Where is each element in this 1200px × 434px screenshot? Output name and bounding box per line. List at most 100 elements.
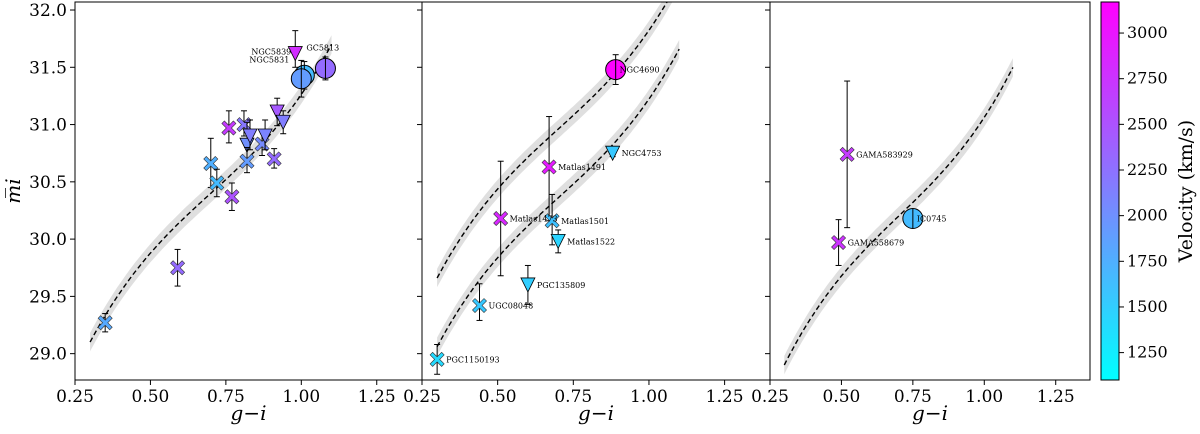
- data-point: [902, 207, 924, 229]
- panel-background: [422, 2, 770, 380]
- point-label: GAMA583929: [856, 150, 913, 159]
- colorbar-tick-label: 1500: [1127, 297, 1168, 316]
- y-tick-label: 29.5: [29, 287, 67, 307]
- panel-frame: [769, 1, 1091, 381]
- marker-x: [267, 152, 281, 166]
- data-point: [275, 110, 291, 135]
- x-tick-label: 0.50: [822, 387, 860, 407]
- data-point: [239, 146, 255, 174]
- marker-triangle: [242, 128, 258, 144]
- y-tick-label: 30.5: [29, 173, 67, 193]
- y-tick-label: 30.0: [29, 230, 67, 250]
- point-label: Matlas1522: [567, 237, 615, 246]
- model-curve: [783, 67, 1014, 366]
- model-curve: [436, 2, 668, 279]
- y-tick-label: 31.5: [29, 58, 67, 78]
- data-point: [605, 54, 627, 85]
- x-tick-label: 0.75: [894, 387, 932, 407]
- marker-x: [225, 190, 239, 204]
- colorbar-tick-label: 1250: [1127, 343, 1168, 362]
- data-point: [266, 148, 282, 169]
- marker-x: [545, 214, 559, 228]
- colorbar-tick-label: 2500: [1127, 114, 1168, 133]
- data-point: [831, 219, 847, 266]
- panel-3: GAMA558679 GAMA583929 IC0745 0.25 0.50 0.75 1.…: [751, 1, 1091, 425]
- panel-1: NGC5839 GC5813 NGC5831 0.25 0.50 0.75 1.00 1.25…: [29, 1, 423, 425]
- data-point: [290, 59, 312, 98]
- marker-x: [170, 261, 185, 275]
- marker-x: [840, 147, 854, 161]
- point-label: NGC5831: [249, 56, 289, 65]
- x-tick-label: 0.50: [132, 387, 170, 407]
- marker-x: [472, 298, 487, 313]
- data-point: [257, 119, 273, 151]
- data-point: [224, 182, 240, 211]
- marker-x: [98, 316, 112, 330]
- point-label: GC5813: [306, 43, 339, 52]
- data-point: [550, 229, 566, 254]
- point-label: Matlas1501: [561, 217, 609, 226]
- x-tick-label: 0.75: [207, 387, 245, 407]
- data-point: [541, 116, 557, 222]
- colorbar-tick-label: 3000: [1127, 23, 1168, 42]
- y-tick-label: 29.0: [29, 345, 67, 365]
- point-label: NGC5839: [251, 48, 291, 57]
- marker-x: [210, 176, 224, 190]
- x-tick-label: 1.00: [965, 387, 1003, 407]
- x-tick-label: 0.25: [403, 387, 441, 407]
- data-point: [97, 313, 113, 333]
- data-point: [314, 56, 336, 81]
- point-label: IC0745: [917, 214, 947, 223]
- data-point: [520, 264, 536, 305]
- data-point: [209, 168, 225, 198]
- data-point: [221, 110, 237, 144]
- data-point: [472, 283, 487, 321]
- point-label: GAMA558679: [848, 239, 905, 248]
- y-tick-label: 32.0: [29, 1, 67, 21]
- marker-triangle: [287, 46, 303, 62]
- marker-x: [494, 211, 508, 226]
- colorbar-title: Velocity (km/s): [1175, 120, 1197, 263]
- x-tick-label: 0.50: [479, 387, 517, 407]
- marker-triangle: [275, 114, 291, 131]
- data-point: [269, 97, 285, 127]
- plot-area: PGC1150193 UGC08048 Matlas1473 PGC135809 Mat…: [429, 2, 680, 375]
- x-tick-label: 1.00: [630, 387, 668, 407]
- colorbar-gradient: [1100, 1, 1120, 381]
- x-tick-label: 1.25: [1037, 387, 1075, 407]
- marker-triangle: [604, 145, 621, 162]
- marker-x: [430, 352, 444, 367]
- marker-triangle: [520, 277, 536, 293]
- colorbar: 1250 1500 1750 2000 2250 2500 2750 3000 Velocit…: [1100, 1, 1197, 381]
- marker-triangle: [269, 104, 285, 120]
- plot-area: GAMA558679 GAMA583929 IC0745: [783, 58, 1014, 375]
- colorbar-tick-label: 1750: [1127, 251, 1168, 270]
- data-point: [242, 119, 258, 151]
- y-tick-label: 31.0: [29, 116, 67, 136]
- point-label: PGC1150193: [446, 355, 500, 364]
- data-point: [429, 343, 445, 375]
- point-label: NGC4690: [620, 66, 660, 75]
- marker-triangle: [257, 128, 273, 144]
- marker-x: [222, 121, 236, 135]
- x-tick-label: 1.25: [706, 387, 744, 407]
- panel-background: [75, 2, 422, 380]
- point-label: PGC135809: [537, 281, 585, 290]
- marker-triangle: [550, 234, 566, 250]
- panel-2: PGC1150193 UGC08048 Matlas1473 PGC135809 Mat…: [403, 1, 771, 425]
- colorbar-tick-label: 2750: [1127, 69, 1168, 88]
- x-tick-label: 0.25: [751, 387, 789, 407]
- x-tick-label: 1.00: [282, 387, 320, 407]
- colorbar-tick-label: 2250: [1127, 160, 1168, 179]
- marker-x: [831, 235, 846, 250]
- y-axis-label: m̅i: [1, 178, 25, 203]
- model-curve: [436, 48, 680, 348]
- colorbar-tick-label: 2000: [1127, 206, 1168, 225]
- x-tick-label: 0.75: [554, 387, 592, 407]
- point-label: NGC4753: [622, 149, 662, 158]
- point-label: UGC08048: [488, 302, 533, 311]
- data-point: [287, 30, 303, 68]
- x-axis-label: g−i: [578, 401, 614, 425]
- x-axis-label: g−i: [912, 401, 948, 425]
